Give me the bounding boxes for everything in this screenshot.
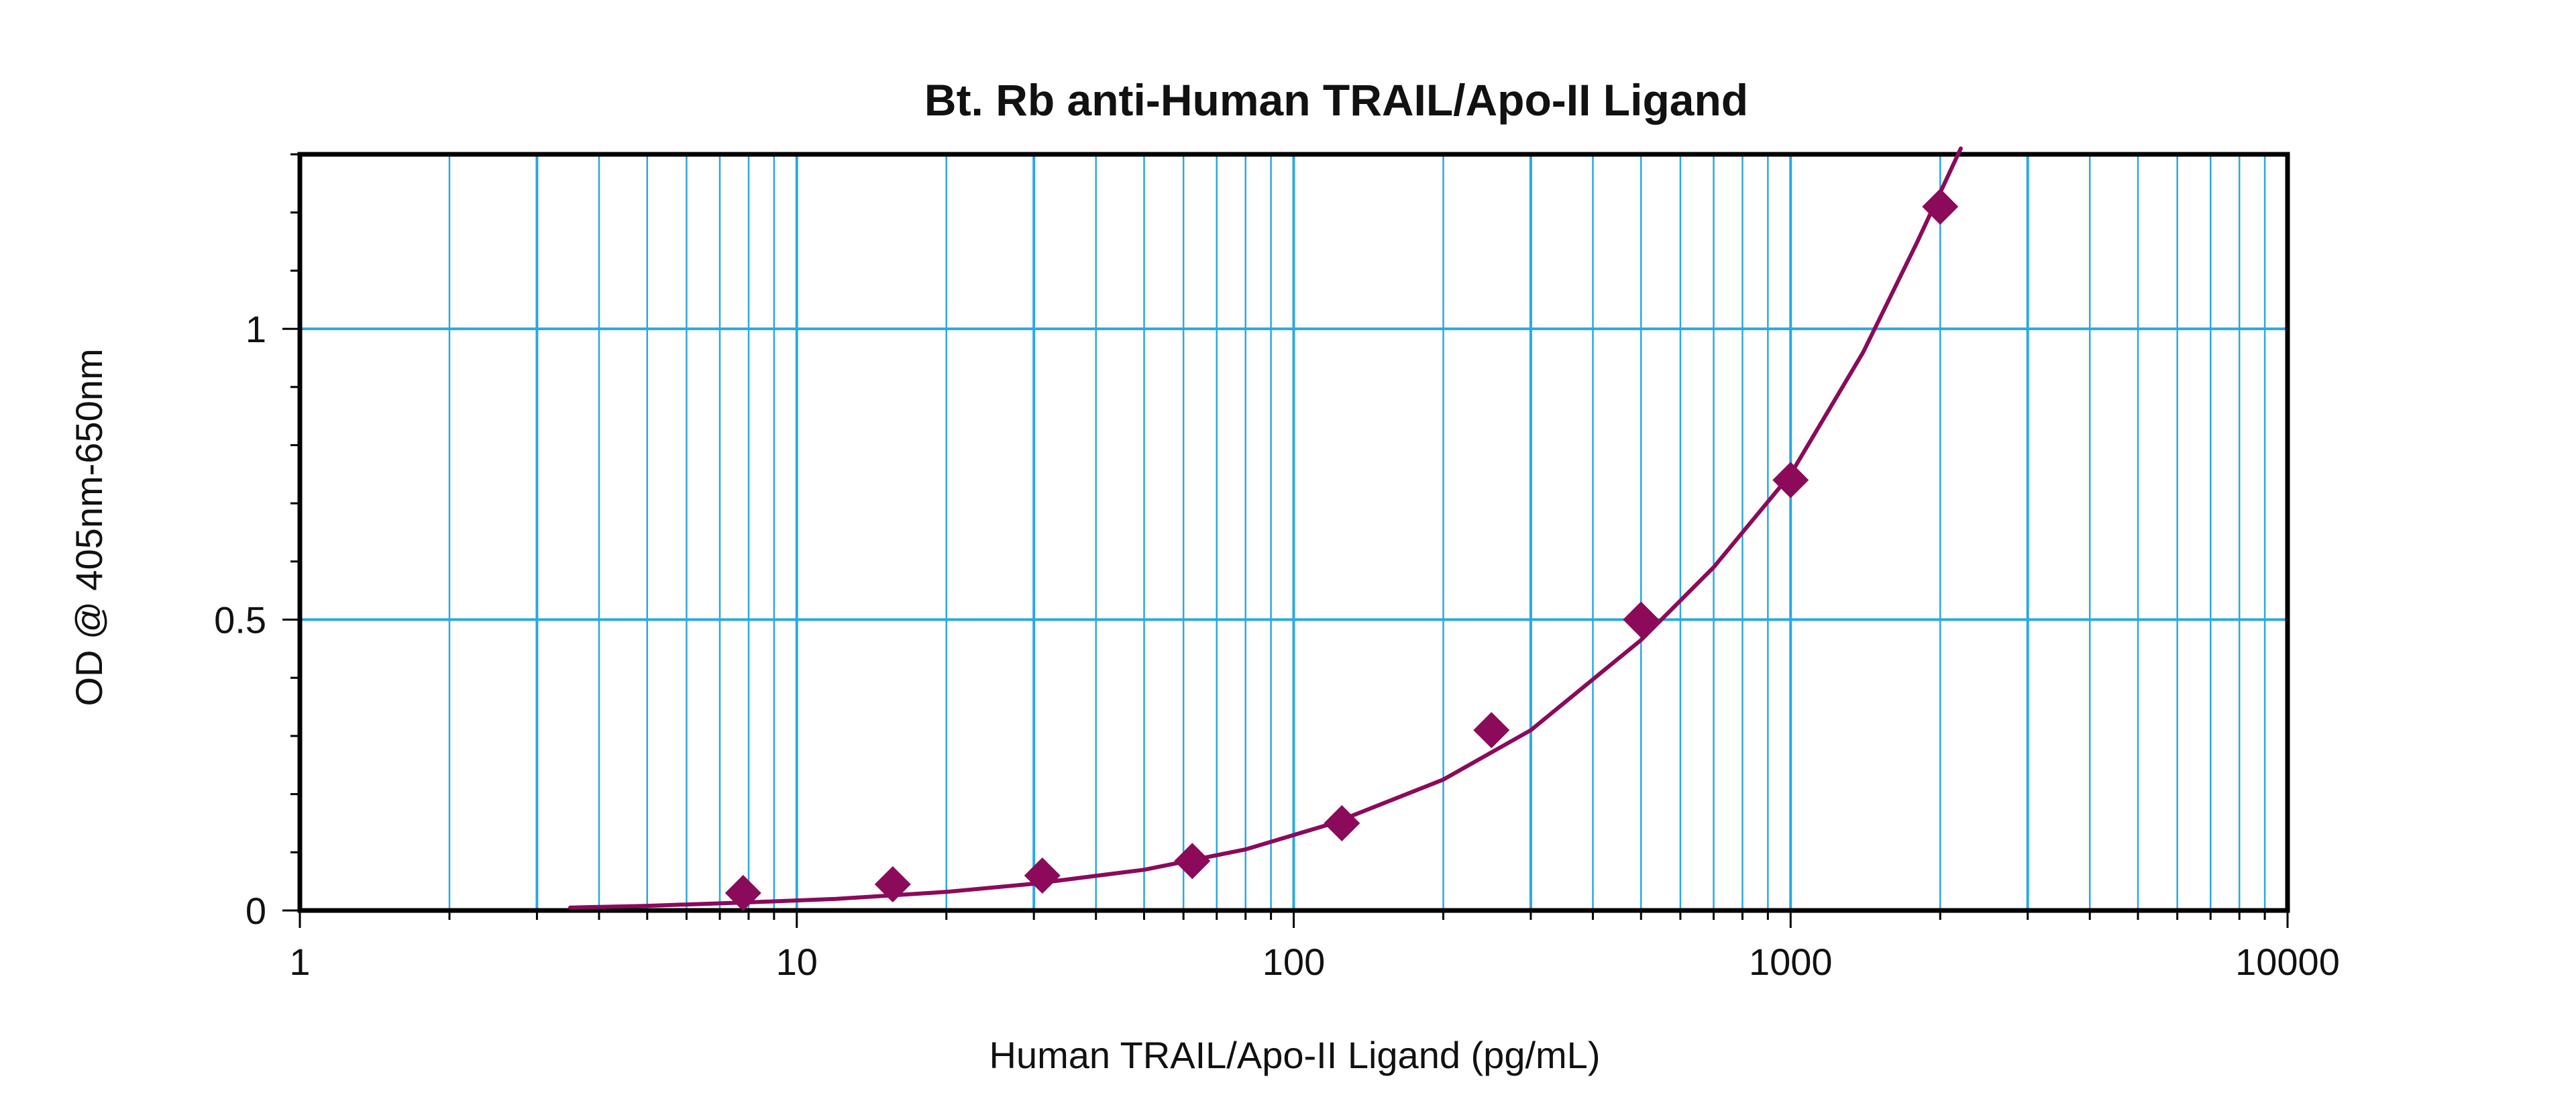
axes <box>282 152 2290 928</box>
data-point-marker <box>1174 843 1211 880</box>
data-point-marker <box>1473 712 1510 749</box>
data-point-marker <box>1024 857 1061 894</box>
data-point-marker <box>874 866 911 902</box>
data-points-layer <box>724 189 1959 911</box>
tick-labels-layer: 1 10 100 1000 10000 0 0.5 1 <box>214 308 2340 983</box>
y-tick-label: 1 <box>246 308 266 350</box>
x-tick-label: 1 <box>289 941 310 983</box>
data-point-marker <box>1324 804 1360 841</box>
x-tick-label: 10 <box>776 941 818 983</box>
y-tick-label: 0 <box>246 890 266 932</box>
x-tick-label: 10000 <box>2235 941 2340 983</box>
x-tick-label: 100 <box>1263 941 1325 983</box>
y-axis-label: OD @ 405nm-650nm <box>68 348 110 706</box>
x-axis-label: Human TRAIL/Apo-II Ligand (pg/mL) <box>989 1034 1601 1076</box>
x-tick-label: 1000 <box>1749 941 1833 983</box>
data-point-marker <box>1922 189 1959 225</box>
y-tick-label: 0.5 <box>214 599 266 641</box>
chart-title: Bt. Rb anti-Human TRAIL/Apo-II Ligand <box>924 75 1748 125</box>
data-point-marker <box>1623 601 1660 638</box>
data-point-marker <box>1772 462 1809 499</box>
data-point-marker <box>724 874 761 911</box>
